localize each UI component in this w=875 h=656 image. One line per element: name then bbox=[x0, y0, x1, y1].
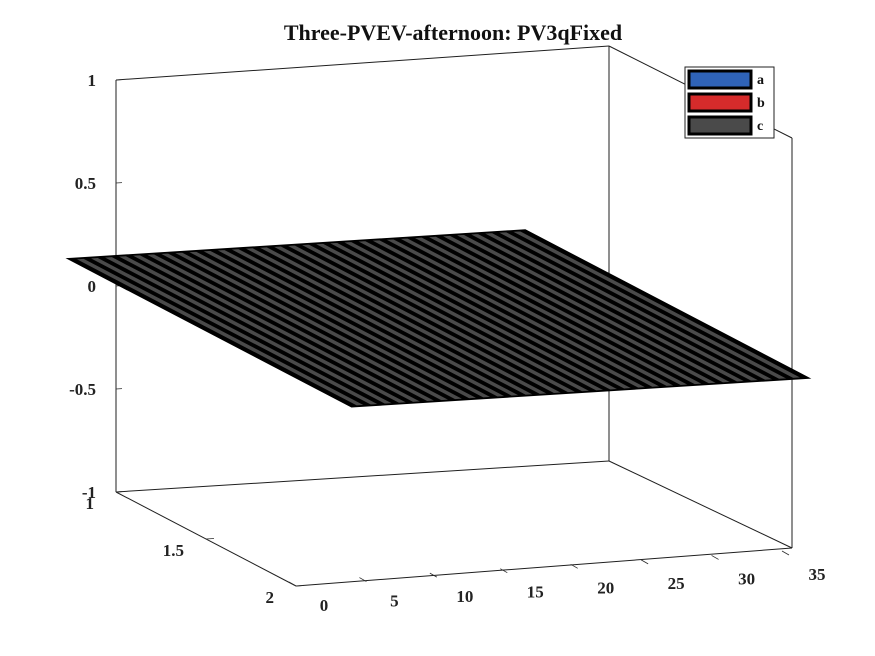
bar-strip bbox=[173, 252, 465, 400]
x-tick-label: 5 bbox=[390, 592, 399, 611]
bar-strip bbox=[257, 246, 549, 395]
bar-strip bbox=[102, 256, 394, 405]
x-tick-label: 35 bbox=[809, 565, 826, 584]
y-axis: 11.52 bbox=[86, 491, 305, 607]
bar-strip bbox=[370, 239, 662, 388]
bar-strip bbox=[215, 249, 507, 398]
bar-strip bbox=[356, 240, 648, 389]
bar-strip bbox=[159, 252, 451, 401]
x-tick-label: 25 bbox=[668, 574, 685, 593]
bar-strip bbox=[243, 247, 535, 396]
x-tick-label: 15 bbox=[527, 583, 544, 602]
x-tick-mark bbox=[640, 559, 649, 565]
legend-swatch-a bbox=[687, 69, 753, 90]
x-tick-label: 10 bbox=[456, 587, 473, 606]
legend-label-c: c bbox=[757, 119, 763, 134]
x-tick-mark bbox=[429, 572, 438, 578]
z-tick-label: 0.5 bbox=[75, 174, 96, 193]
bar-strip bbox=[314, 243, 605, 391]
bar-strip bbox=[398, 237, 690, 386]
bar-strip bbox=[74, 258, 366, 406]
chart-title: Three-PVEV-afternoon: PV3qFixed bbox=[284, 20, 622, 45]
legend-swatch-b bbox=[687, 92, 753, 113]
y-tick-mark bbox=[295, 585, 305, 587]
x-tick-mark bbox=[570, 563, 578, 569]
z-axis: 1 0.5 0 -0.5 -1 bbox=[69, 71, 123, 502]
y-tick-label: 1 bbox=[86, 494, 95, 513]
x-tick-label: 20 bbox=[597, 578, 614, 597]
legend: a b c bbox=[684, 66, 775, 139]
bar-strip bbox=[384, 238, 676, 387]
bar-strip bbox=[187, 251, 479, 399]
x-axis: 0 5 10 15 20 25 30 35 bbox=[288, 550, 826, 615]
x-tick-mark bbox=[359, 577, 367, 582]
bar-strip bbox=[342, 241, 634, 390]
bar-strip bbox=[201, 250, 493, 399]
legend-label-a: a bbox=[757, 73, 764, 88]
y-tick-mark bbox=[115, 491, 125, 493]
bar-strip bbox=[116, 255, 408, 404]
y-tick-mark bbox=[205, 538, 215, 540]
bar-strip bbox=[145, 253, 436, 402]
bar-strip bbox=[229, 248, 521, 397]
bar-strip bbox=[497, 231, 789, 380]
bar-strip bbox=[328, 242, 620, 391]
bar-strip bbox=[88, 257, 380, 406]
z-tick-label: 1 bbox=[88, 71, 97, 90]
bar-strip bbox=[454, 234, 746, 383]
bar-strip bbox=[426, 236, 718, 384]
x-tick-mark bbox=[500, 568, 508, 574]
z-tick-label: 0 bbox=[88, 277, 97, 296]
bar-strip bbox=[511, 230, 803, 379]
x-tick-label: 0 bbox=[320, 596, 329, 615]
legend-item-b: b bbox=[687, 92, 765, 113]
bar-strip bbox=[412, 236, 704, 385]
legend-swatch-c bbox=[687, 115, 753, 136]
z-tick-label: -1 bbox=[82, 483, 96, 502]
bar-strip bbox=[130, 254, 422, 403]
bar-strip bbox=[271, 245, 563, 394]
x-tick-mark bbox=[288, 581, 297, 587]
bar-surface bbox=[65, 229, 812, 408]
bar-strip bbox=[285, 244, 577, 393]
bar-strip bbox=[300, 244, 591, 392]
bar-strip bbox=[469, 233, 760, 382]
legend-label-b: b bbox=[757, 96, 765, 111]
x-tick-mark bbox=[711, 555, 719, 560]
y-tick-label: 1.5 bbox=[163, 541, 184, 560]
legend-item-a: a bbox=[687, 69, 764, 90]
bar-strip bbox=[483, 232, 775, 381]
x-tick-mark bbox=[781, 550, 790, 556]
y-tick-label: 2 bbox=[266, 588, 275, 607]
x-tick-label: 30 bbox=[738, 569, 755, 588]
z-tick-label: -0.5 bbox=[69, 380, 96, 399]
bar-strip bbox=[440, 235, 732, 383]
legend-item-c: c bbox=[687, 115, 763, 136]
